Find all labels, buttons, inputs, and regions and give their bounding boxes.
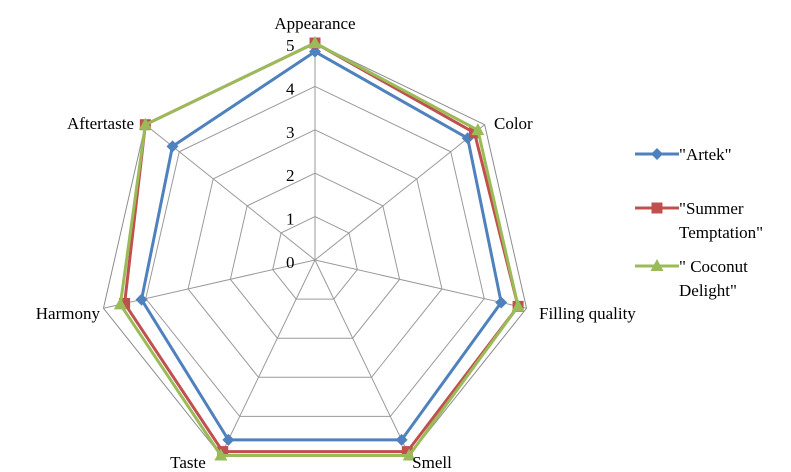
series-1-point-taste — [222, 433, 235, 446]
series-3-point-color — [471, 123, 485, 136]
legend-item-2: "Summer Temptation" — [635, 199, 763, 242]
axis-label-smell: Smell — [412, 453, 452, 472]
series-2-line — [123, 41, 520, 454]
legend-item-3: " Coconut Delight" — [635, 257, 748, 300]
series-3-point-appearance — [308, 36, 322, 48]
series-1 — [135, 45, 508, 446]
spoke-taste — [220, 259, 316, 456]
series-3-point-filling-quality — [511, 299, 525, 312]
axis-label-filling-quality: Filling quality — [539, 304, 636, 323]
axis-label-appearance: Appearance — [274, 14, 355, 33]
series-3-point-aftertaste — [138, 117, 152, 130]
grid-ring-3 — [187, 129, 443, 378]
spoke-harmony — [103, 259, 316, 309]
series-3-point-harmony — [113, 297, 127, 310]
grid-ring-1 — [272, 216, 358, 300]
series-1-point-smell — [395, 433, 408, 446]
series-1-point-harmony — [135, 293, 148, 306]
series-3-line — [118, 41, 520, 458]
legend-label-2-line-2: Temptation" — [679, 223, 763, 242]
axis-label-color: Color — [494, 114, 533, 133]
tick-label-2: 2 — [286, 166, 295, 185]
spoke-color — [314, 124, 485, 261]
axis-label-harmony: Harmony — [36, 304, 101, 323]
grid-ring-2 — [229, 172, 401, 339]
series-2-point-taste — [217, 446, 229, 458]
series-3-point-smell — [402, 448, 416, 461]
radar-tick-labels: 0 1 2 3 4 5 — [286, 36, 295, 272]
tick-label-3: 3 — [286, 123, 295, 142]
chart-legend: "Artek" "Summer Temptation" " Coconut Deligh… — [635, 145, 763, 300]
legend-label-3-line-1: " Coconut — [679, 257, 748, 276]
series-1-point-filling-quality — [495, 296, 508, 309]
radar-spokes — [103, 43, 527, 456]
tick-label-5: 5 — [286, 36, 295, 55]
legend-label-1-line-1: "Artek" — [679, 145, 732, 164]
tick-label-4: 4 — [286, 79, 295, 98]
tick-label-1: 1 — [286, 210, 295, 229]
series-1-line — [140, 50, 503, 442]
series-1-point-aftertaste — [166, 140, 179, 153]
axis-label-taste: Taste — [170, 453, 206, 472]
legend-label-3-line-2: Delight" — [679, 281, 737, 300]
radar-series — [113, 36, 525, 461]
spoke-smell — [314, 259, 410, 456]
series-3 — [113, 36, 525, 461]
grid-ring-4 — [145, 85, 485, 417]
tick-label-0: 0 — [286, 253, 295, 272]
legend-marker-2 — [651, 202, 663, 214]
series-2-point-harmony — [119, 297, 131, 309]
radar-axis-labels: Appearance Color Filling quality Smell Taste… — [36, 14, 637, 472]
legend-item-1: "Artek" — [635, 145, 732, 164]
legend-marker-1 — [651, 148, 663, 160]
legend-label-2-line-1: "Summer — [679, 199, 744, 218]
spoke-filling-quality — [314, 259, 527, 309]
series-3-point-taste — [214, 448, 228, 461]
legend-marker-3 — [650, 259, 664, 271]
series-1-point-appearance — [309, 45, 321, 58]
series-2-point-smell — [401, 446, 413, 458]
axis-label-aftertaste: Aftertaste — [67, 114, 134, 133]
